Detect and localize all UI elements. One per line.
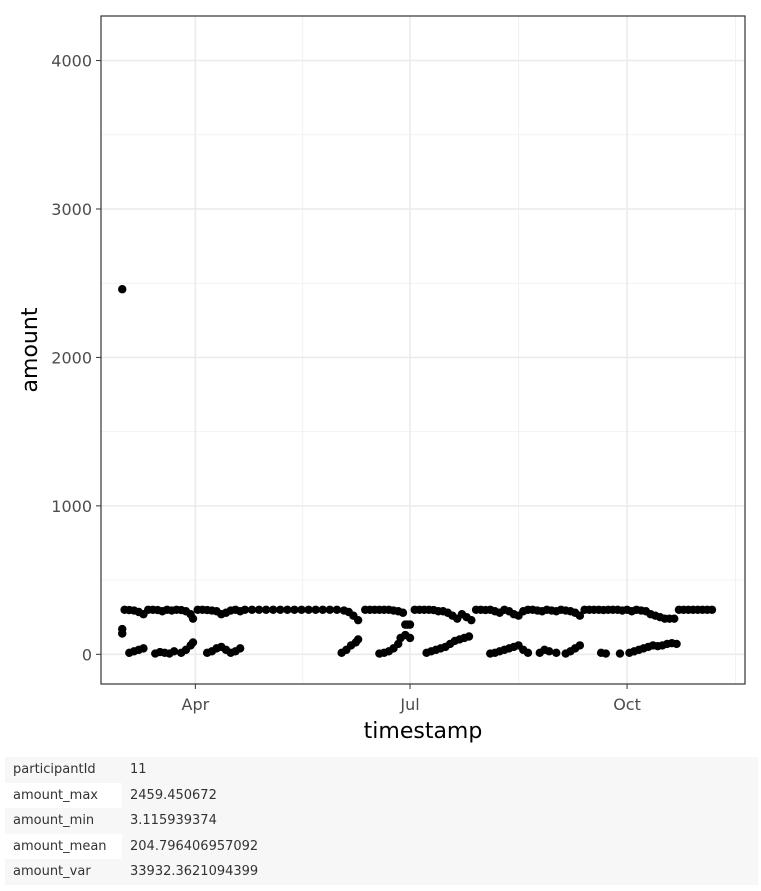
stats-table: participantId 11 amount_max 2459.450672 amou… — [5, 757, 758, 885]
stats-key: amount_max — [5, 782, 122, 808]
stats-row: amount_max 2459.450672 — [5, 782, 758, 808]
data-point — [398, 608, 408, 617]
x-axis: Apr Jul Oct — [182, 684, 641, 714]
data-point — [118, 285, 127, 294]
data-point — [240, 605, 250, 614]
data-point — [276, 605, 285, 614]
data-point — [254, 605, 264, 614]
data-point — [325, 605, 335, 614]
data-point — [311, 605, 320, 614]
x-tick-label: Oct — [613, 695, 641, 714]
data-point — [139, 644, 148, 653]
stats-value: 33932.3621094399 — [122, 859, 758, 885]
scatter-plot-svg: 0 1000 2000 3000 4000 Apr Jul Oct timestamp am… — [18, 15, 746, 744]
data-point — [575, 641, 585, 650]
data-point — [304, 605, 313, 614]
data-point — [552, 648, 561, 658]
stats-key: amount_mean — [5, 833, 122, 859]
scatter-plot: 0 1000 2000 3000 4000 Apr Jul Oct timestamp am… — [18, 15, 746, 744]
data-points — [118, 285, 717, 658]
data-point — [235, 644, 245, 653]
stats-value: 11 — [122, 757, 758, 783]
data-point — [464, 632, 474, 641]
y-axis-title: amount — [18, 307, 43, 392]
data-point — [247, 605, 257, 614]
y-tick-label: 3000 — [51, 200, 92, 219]
y-tick-label: 0 — [82, 645, 92, 664]
data-point — [405, 633, 415, 643]
data-point — [615, 649, 625, 658]
data-point — [353, 635, 363, 644]
data-point — [670, 614, 679, 623]
y-tick-label: 4000 — [51, 52, 92, 71]
data-point — [601, 649, 611, 658]
panel-border — [100, 15, 746, 685]
stats-row: amount_min 3.115939374 — [5, 808, 758, 834]
data-point — [318, 605, 327, 614]
stats-value: 204.796406957092 — [122, 833, 758, 859]
grid-lines — [101, 16, 745, 684]
data-point — [118, 629, 127, 638]
data-point — [545, 647, 554, 656]
stats-row: amount_mean 204.796406957092 — [5, 833, 758, 859]
stats-row: participantId 11 — [5, 757, 758, 783]
stats-key: amount_var — [5, 859, 122, 885]
stats-row: amount_var 33932.3621094399 — [5, 859, 758, 885]
stats-key: amount_min — [5, 808, 122, 834]
x-tick-label: Apr — [182, 695, 210, 714]
stats-value: 3.115939374 — [122, 808, 758, 834]
data-point — [523, 648, 533, 658]
data-point — [188, 638, 198, 647]
data-point — [261, 605, 271, 614]
data-point — [283, 605, 292, 614]
data-point — [575, 611, 585, 620]
stats-value: 2459.450672 — [122, 782, 758, 808]
data-point — [353, 615, 363, 625]
data-point — [188, 614, 198, 623]
y-axis: 0 1000 2000 3000 4000 — [51, 52, 101, 664]
data-point — [707, 605, 717, 614]
panel-background — [101, 16, 745, 684]
stats-table-body: participantId 11 amount_max 2459.450672 amou… — [5, 757, 758, 885]
data-point — [332, 605, 342, 614]
y-tick-label: 2000 — [51, 348, 92, 367]
x-tick-label: Jul — [399, 695, 419, 714]
x-axis-title: timestamp — [364, 719, 483, 744]
stats-key: participantId — [5, 757, 122, 783]
data-point — [467, 615, 476, 625]
data-point — [290, 605, 299, 614]
data-point — [169, 647, 179, 656]
data-point — [297, 605, 306, 614]
data-point — [405, 620, 415, 629]
data-point — [269, 605, 278, 614]
data-point — [672, 639, 681, 649]
y-tick-label: 1000 — [51, 497, 92, 516]
